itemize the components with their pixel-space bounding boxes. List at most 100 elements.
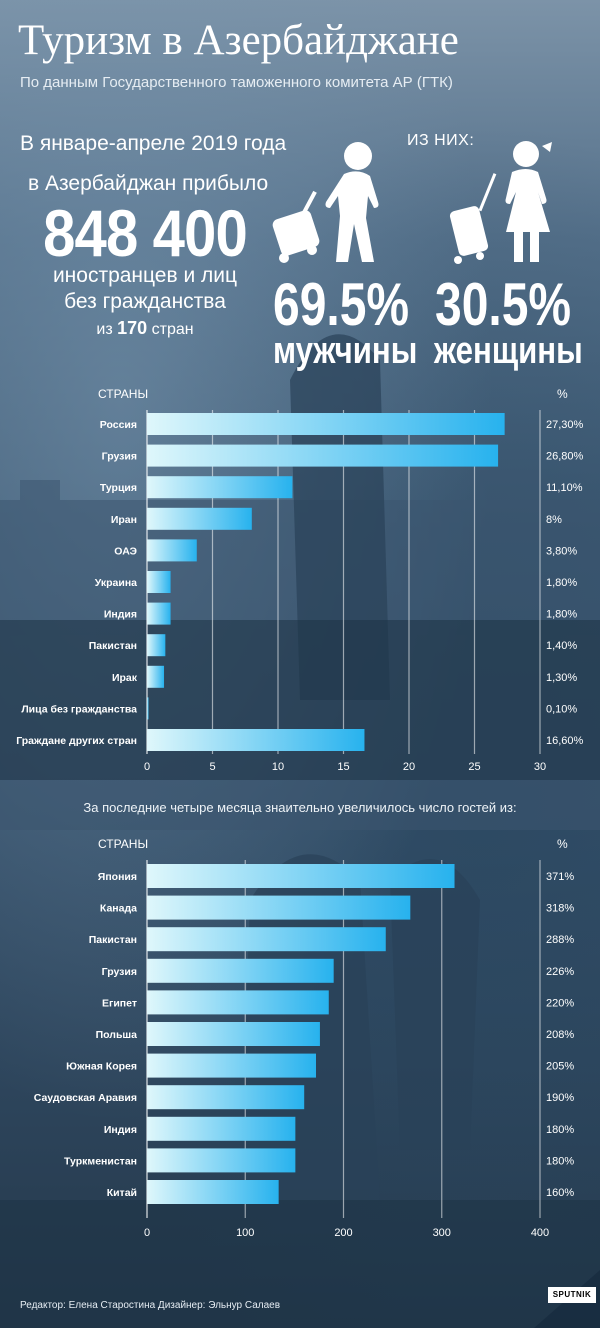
value-label: 205% bbox=[546, 1061, 574, 1073]
category-label: Туркменистан bbox=[64, 1155, 137, 1167]
bar bbox=[147, 602, 171, 625]
male-traveler-with-suitcase-icon bbox=[272, 142, 379, 263]
value-label: 288% bbox=[546, 934, 574, 946]
bar bbox=[147, 1116, 296, 1141]
value-label: 371% bbox=[546, 871, 574, 883]
tick-label: 15 bbox=[337, 761, 349, 773]
value-label: 11,10% bbox=[546, 482, 583, 494]
visitors-description-line1: иностранцев и лиц bbox=[52, 264, 238, 287]
bar bbox=[147, 413, 505, 435]
visitors-description-line2: без гражданства bbox=[64, 290, 226, 313]
category-label: Украина bbox=[95, 577, 137, 589]
tick-label: 300 bbox=[433, 1227, 451, 1239]
tick-label: 30 bbox=[534, 761, 546, 773]
category-label: Египет bbox=[102, 997, 137, 1009]
value-header: % bbox=[557, 387, 568, 401]
category-label: Польша bbox=[96, 1029, 138, 1041]
tick-label: 20 bbox=[403, 761, 415, 773]
tick-label: 10 bbox=[272, 761, 284, 773]
tick-label: 200 bbox=[334, 1227, 352, 1239]
sputnik-logo: SPUTNIK bbox=[548, 1287, 596, 1303]
bar bbox=[147, 444, 499, 467]
category-label: Лица без гражданства bbox=[21, 703, 137, 715]
arrived-label: в Азербайджан прибыло bbox=[28, 172, 269, 195]
page-subtitle: По данным Государственного таможенного к… bbox=[20, 74, 453, 91]
category-label: Турция bbox=[100, 482, 137, 494]
tick-label: 0 bbox=[144, 1227, 150, 1239]
value-label: 16,60% bbox=[546, 735, 584, 747]
female-label: женщины bbox=[434, 330, 583, 372]
bar bbox=[147, 895, 411, 920]
female-percentage: 30.5% bbox=[435, 271, 572, 338]
bar bbox=[147, 634, 166, 657]
growth-note: За последние четыре месяца знаительно ув… bbox=[83, 800, 517, 815]
category-label: Граждане других стран bbox=[16, 735, 137, 747]
value-label: 190% bbox=[546, 1092, 574, 1104]
category-label: Грузия bbox=[102, 966, 137, 978]
bar bbox=[147, 958, 334, 983]
bar bbox=[147, 990, 329, 1015]
tick-label: 400 bbox=[531, 1227, 549, 1239]
category-header: СТРАНЫ bbox=[98, 387, 148, 401]
value-label: 226% bbox=[546, 966, 574, 978]
value-label: 318% bbox=[546, 903, 574, 915]
category-label: Китай bbox=[107, 1187, 137, 1199]
male-percentage: 69.5% bbox=[273, 271, 410, 338]
category-label: Индия bbox=[104, 1124, 137, 1136]
page-title: Туризм в Азербайджане bbox=[18, 17, 459, 64]
category-label: Россия bbox=[100, 419, 137, 431]
value-label: 8% bbox=[546, 514, 562, 526]
bar bbox=[147, 729, 365, 751]
guest-growth-chart-svg: СТРАНЫ % Япония 371% Канада 318% Пакистан 288% Г… bbox=[34, 837, 575, 1239]
bar bbox=[147, 1148, 296, 1173]
bar bbox=[147, 507, 252, 530]
countries-count: 170 bbox=[117, 318, 148, 338]
countries-count-line: из 170 стран bbox=[0, 318, 290, 339]
countries-share-chart: СТРАНЫ% Россия 27,30% Грузия 26,80% Турция 11,… bbox=[0, 380, 600, 780]
guest-growth-chart: СТРАНЫ% Япония 371% Канада 318% Пакистан 288% Г… bbox=[0, 830, 600, 1240]
value-label: 180% bbox=[546, 1155, 574, 1167]
bar bbox=[147, 476, 293, 499]
bar bbox=[147, 697, 149, 720]
countries-share-chart-svg: СТРАНЫ % Россия 27,30% Грузия 26,80% Турция 11,… bbox=[16, 387, 584, 773]
bar bbox=[147, 571, 171, 593]
category-label: Саудовская Аравия bbox=[34, 1092, 137, 1104]
tick-label: 25 bbox=[468, 761, 480, 773]
bar bbox=[147, 539, 197, 562]
category-label: Индия bbox=[104, 609, 137, 621]
male-label: мужчины bbox=[273, 330, 418, 372]
value-label: 26,80% bbox=[546, 451, 584, 463]
category-label: Ирак bbox=[112, 672, 138, 684]
bar bbox=[147, 927, 386, 952]
value-label: 3,80% bbox=[546, 545, 577, 557]
category-label: Пакистан bbox=[89, 640, 137, 652]
countries-prefix: из bbox=[96, 321, 113, 338]
category-label: Иран bbox=[111, 514, 137, 526]
period-label: В январе-апреле 2019 года bbox=[20, 132, 287, 155]
value-label: 220% bbox=[546, 997, 574, 1009]
value-label: 160% bbox=[546, 1187, 574, 1199]
bar bbox=[147, 1085, 305, 1110]
total-visitors-number: 848 400 bbox=[43, 196, 248, 270]
bar bbox=[147, 1022, 320, 1046]
category-label: Япония bbox=[98, 871, 137, 883]
bar bbox=[147, 1053, 316, 1078]
value-label: 208% bbox=[546, 1029, 574, 1041]
value-header: % bbox=[557, 837, 568, 851]
countries-suffix: стран bbox=[151, 321, 194, 338]
female-traveler-with-suitcase-icon bbox=[449, 141, 552, 264]
category-label: Канада bbox=[100, 903, 137, 915]
value-label: 1,80% bbox=[546, 577, 577, 589]
value-label: 1,80% bbox=[546, 609, 577, 621]
category-label: Грузия bbox=[102, 451, 137, 463]
category-label: Пакистан bbox=[89, 934, 137, 946]
bar bbox=[147, 1180, 279, 1204]
value-label: 180% bbox=[546, 1124, 574, 1136]
value-label: 27,30% bbox=[546, 419, 584, 431]
value-label: 1,40% bbox=[546, 640, 577, 652]
tick-label: 5 bbox=[209, 761, 215, 773]
category-header: СТРАНЫ bbox=[98, 837, 148, 851]
tick-label: 0 bbox=[144, 761, 150, 773]
value-label: 0,10% bbox=[546, 703, 577, 715]
